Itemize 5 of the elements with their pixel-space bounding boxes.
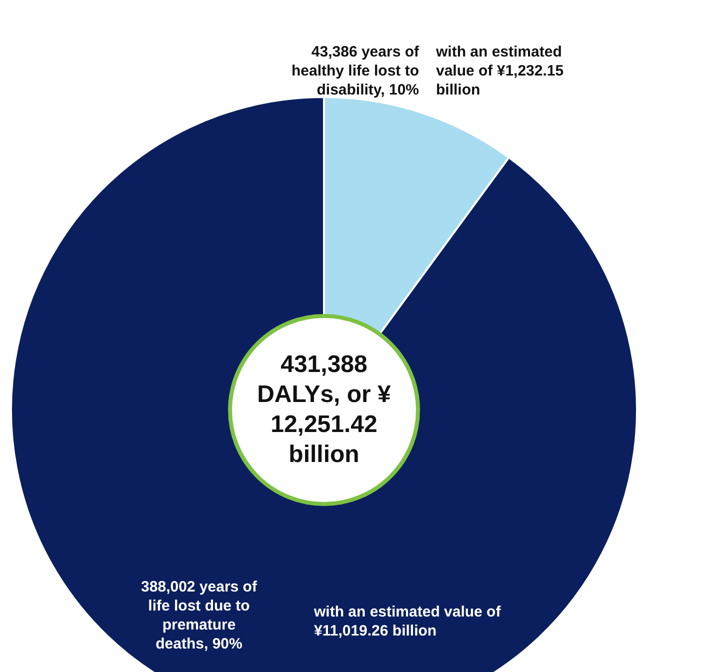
slice-label: 388,002 years of life lost due to premature deaths, 90% (141, 578, 258, 653)
slice-label: 43,386 years of healthy life lost to disability, 10% (291, 44, 420, 99)
text: with an estimated value of ¥1,232.15 billion (435, 44, 564, 99)
text: with an estimated value of ¥11,019.26 billion (313, 604, 502, 640)
text: 431,388 DALYs, or ¥ 12,251.42 billion (256, 350, 392, 470)
